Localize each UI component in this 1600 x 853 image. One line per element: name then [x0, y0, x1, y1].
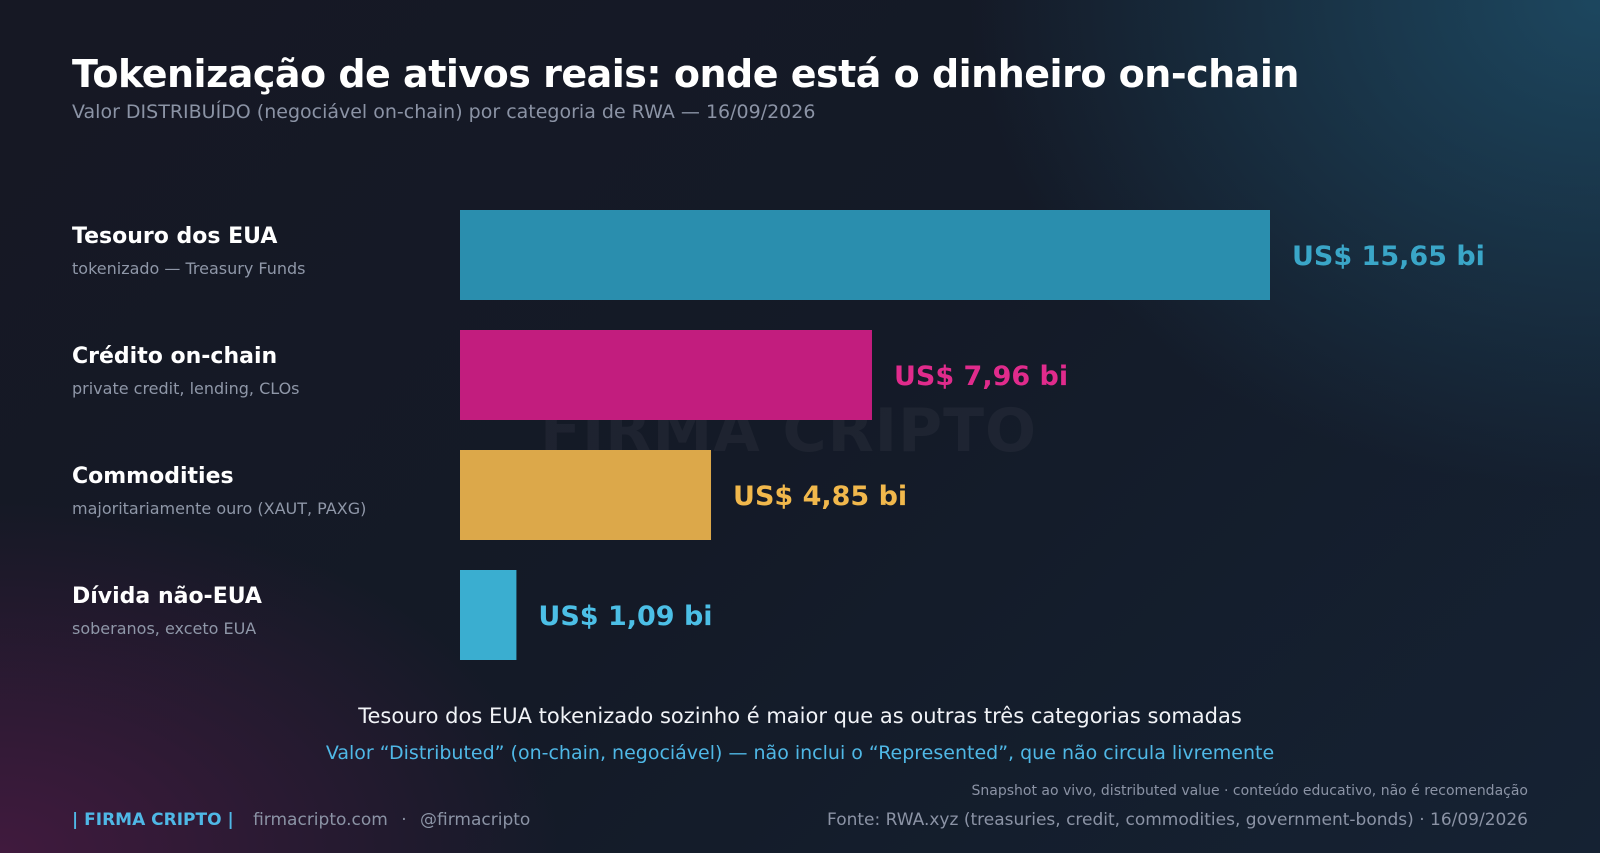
bar-commodities — [460, 450, 712, 540]
category-label-non-us-debt: Dívida não-EUA soberanos, exceto EUA — [72, 583, 262, 639]
category-label-credit: Crédito on-chain private credit, lending… — [72, 343, 300, 399]
chart-subtitle: Valor DISTRIBUÍDO (negociável on-chain) … — [72, 101, 816, 123]
website-link[interactable]: firmacripto.com — [253, 810, 388, 830]
brand-logo: | FIRMA CRIPTO | — [72, 810, 234, 830]
callout-note: Valor “Distributed” (on-chain, negociáve… — [325, 742, 1275, 764]
value-label-treasury: US$ 15,65 bi — [1292, 241, 1485, 272]
social-handle[interactable]: @firmacripto — [420, 810, 531, 830]
category-description: soberanos, exceto EUA — [72, 619, 257, 638]
footer-brand-block: | FIRMA CRIPTO | firmacripto.com · @firm… — [72, 810, 530, 830]
category-label-commodities: Commodities majoritariamente ouro (XAUT,… — [72, 463, 366, 519]
value-label-non-us-debt: US$ 1,09 bi — [538, 601, 712, 632]
bar-non-us-debt — [460, 570, 517, 660]
value-label-commodities: US$ 4,85 bi — [733, 481, 907, 512]
value-label-credit: US$ 7,96 bi — [894, 361, 1068, 392]
category-name: Commodities — [72, 464, 234, 489]
category-name: Tesouro dos EUA — [72, 224, 278, 249]
disclaimer-note: Snapshot ao vivo, distributed value · co… — [971, 783, 1529, 799]
category-name: Dívida não-EUA — [72, 584, 262, 609]
bar-treasury — [460, 210, 1270, 300]
category-description: majoritariamente ouro (XAUT, PAXG) — [72, 499, 367, 518]
category-name: Crédito on-chain — [72, 344, 278, 369]
separator-dot: · — [401, 810, 407, 830]
category-label-treasury: Tesouro dos EUA tokenizado — Treasury Fu… — [72, 223, 306, 279]
callout-headline: Tesouro dos EUA tokenizado sozinho é mai… — [358, 704, 1242, 728]
category-description: tokenizado — Treasury Funds — [72, 259, 306, 278]
bar-credit — [460, 330, 872, 420]
chart-title: Tokenização de ativos reais: onde está o… — [72, 52, 1299, 96]
category-description: private credit, lending, CLOs — [72, 379, 300, 398]
source-note: Fonte: RWA.xyz (treasuries, credit, comm… — [827, 810, 1528, 830]
